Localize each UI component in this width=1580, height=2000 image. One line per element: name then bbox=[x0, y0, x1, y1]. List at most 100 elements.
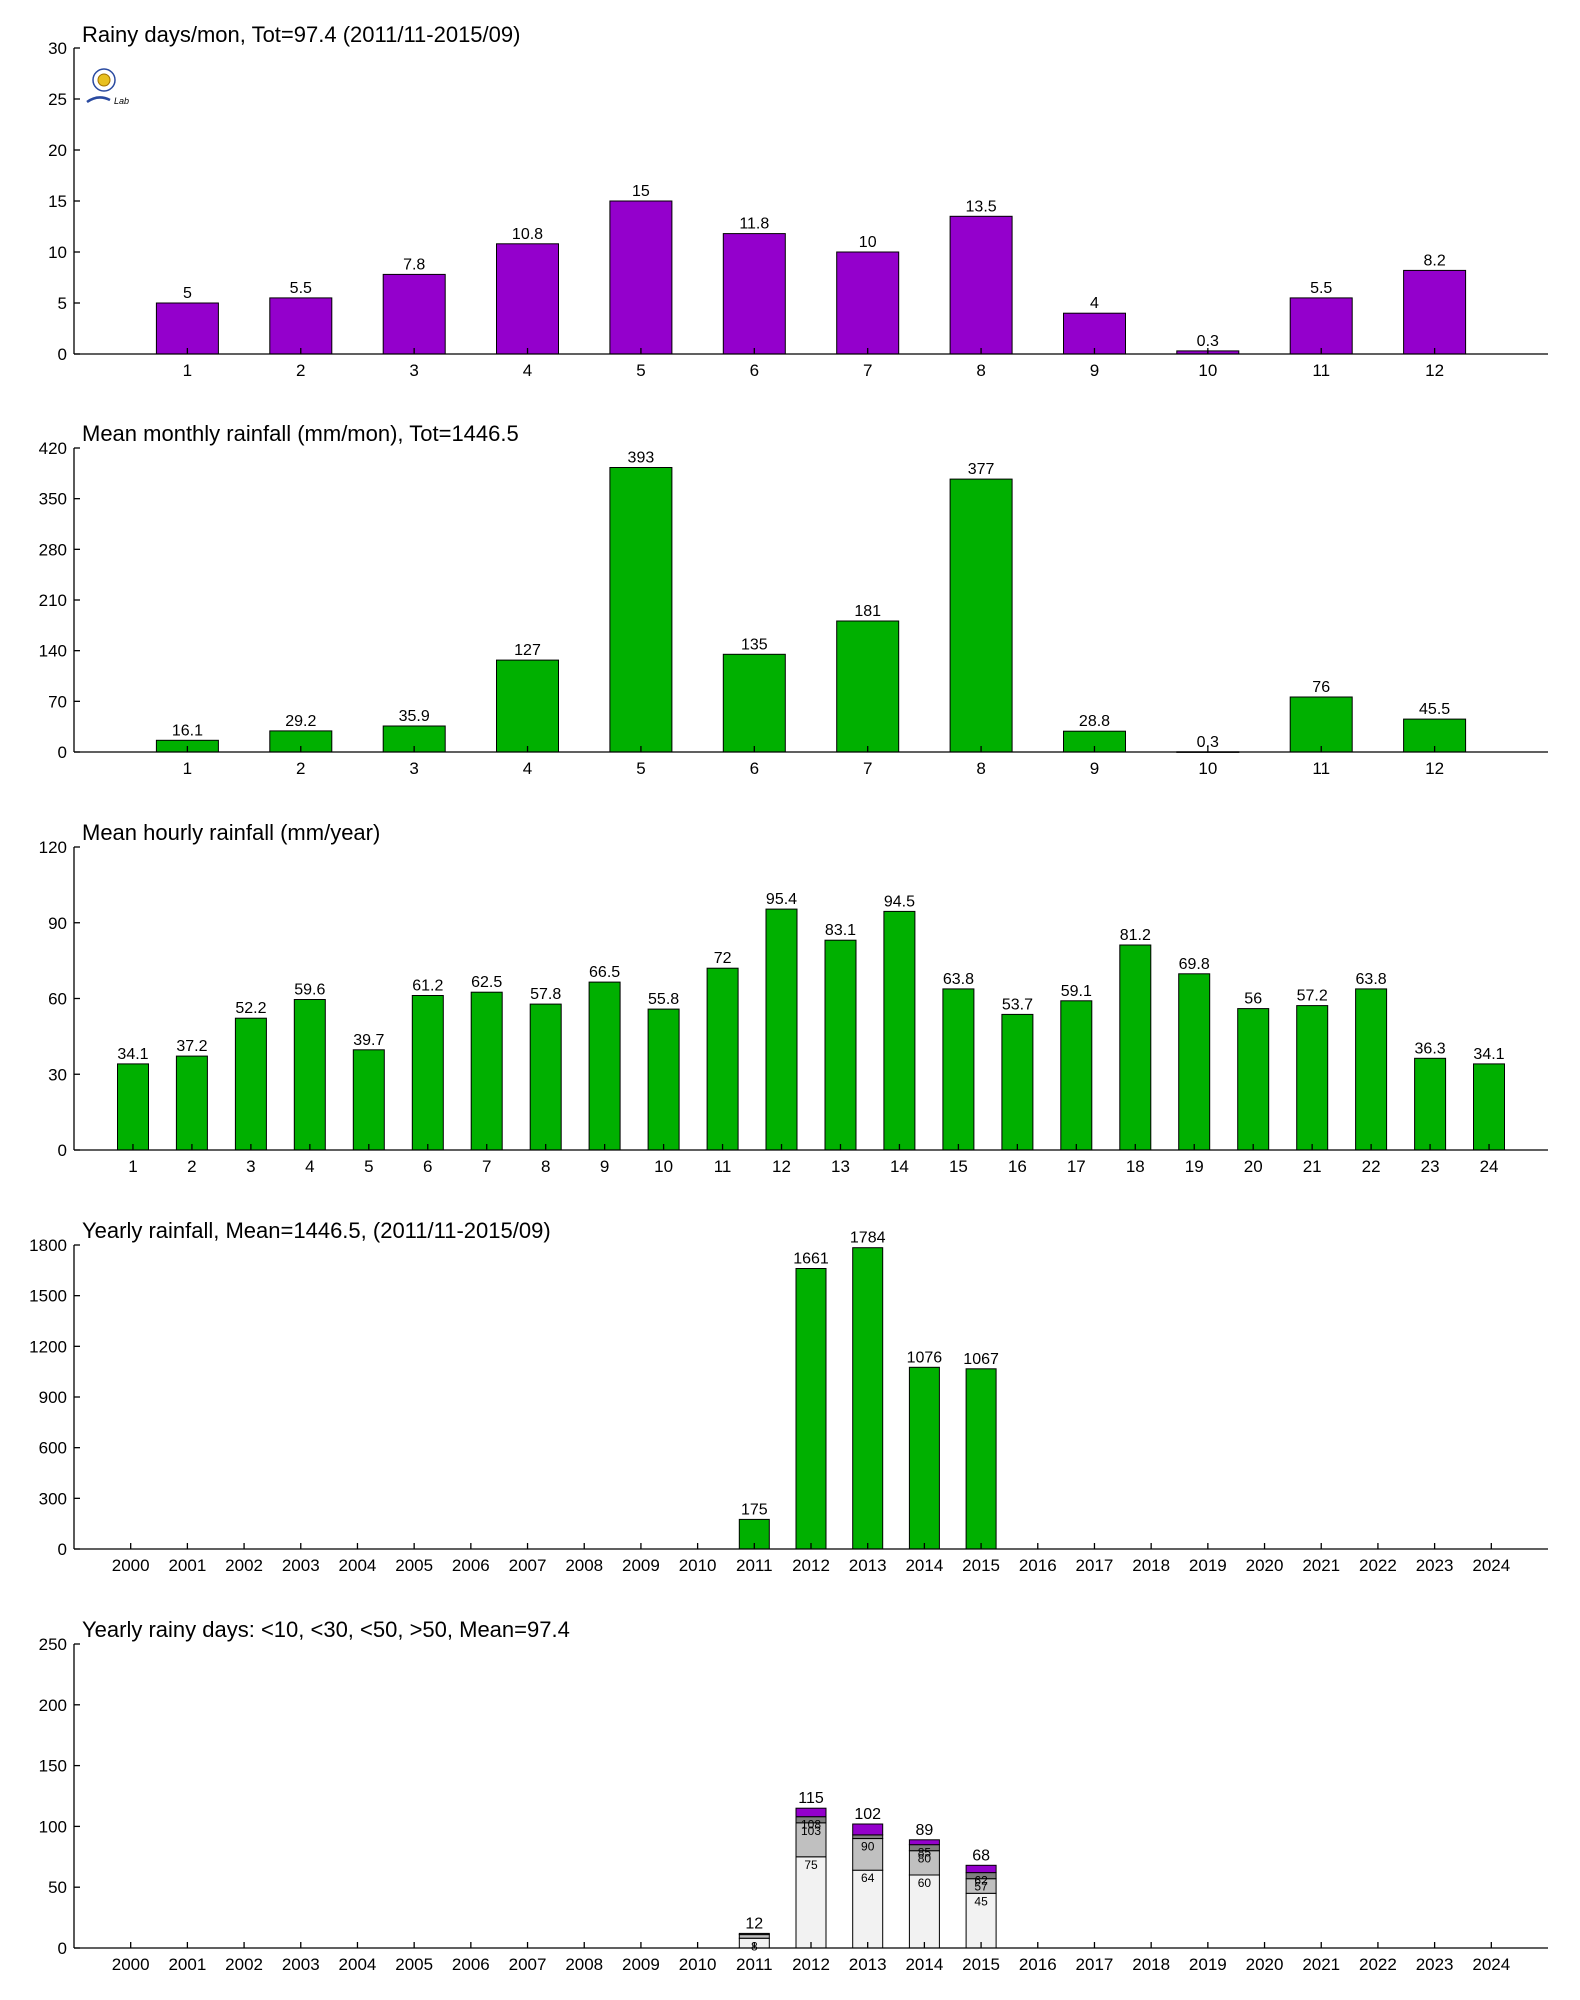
y-tick-label: 70 bbox=[48, 692, 67, 711]
x-tick-label: 7 bbox=[863, 361, 872, 380]
x-tick-label: 5 bbox=[636, 361, 645, 380]
y-tick-label: 120 bbox=[39, 838, 67, 857]
x-tick-label: 9 bbox=[1090, 361, 1099, 380]
x-tick-label: 19 bbox=[1185, 1157, 1204, 1176]
x-tick-label: 10 bbox=[654, 1157, 673, 1176]
x-tick-label: 2006 bbox=[452, 1955, 490, 1974]
bar-8 bbox=[529, 1003, 562, 1151]
data-label-9: 28.8 bbox=[1079, 713, 1110, 730]
bars: 34.1 37.2 52.2 59.6 39.7 61.2 62.5 57.8 66.5 55.8… bbox=[117, 891, 1505, 1151]
y-tick-label: 30 bbox=[48, 39, 67, 58]
x-tick-label: 17 bbox=[1067, 1157, 1086, 1176]
data-label-4: 10.8 bbox=[512, 226, 543, 243]
x-tick-label: 2021 bbox=[1302, 1556, 1340, 1575]
y-tick-label: 0 bbox=[58, 1141, 67, 1160]
x-tick-label: 2 bbox=[296, 759, 305, 778]
data-label-18: 81.2 bbox=[1120, 927, 1151, 944]
bar-2015-seg4 bbox=[965, 1864, 997, 1874]
bar-2015 bbox=[965, 1368, 997, 1550]
y-tick-label: 210 bbox=[39, 591, 67, 610]
data-label-2: 5.5 bbox=[290, 280, 312, 297]
x-tick-label: 9 bbox=[600, 1157, 609, 1176]
data-label-6: 11.8 bbox=[739, 216, 769, 233]
x-tick-label: 4 bbox=[305, 1157, 314, 1176]
x-tick-label: 9 bbox=[1090, 759, 1099, 778]
data-label-11: 72 bbox=[714, 950, 732, 967]
data-label-23: 36.3 bbox=[1415, 1040, 1446, 1057]
x-tick-label: 2020 bbox=[1246, 1955, 1284, 1974]
x-tick-label: 2012 bbox=[792, 1955, 830, 1974]
chart-panel-5: 8127510310811564901026080858945576268050… bbox=[39, 1617, 1548, 1974]
y-tick-label: 1500 bbox=[29, 1287, 67, 1306]
bar-11 bbox=[1289, 696, 1353, 753]
data-label-5: 39.7 bbox=[353, 1032, 384, 1049]
y-tick-label: 350 bbox=[39, 490, 67, 509]
x-tick-label: 2023 bbox=[1416, 1556, 1454, 1575]
data-label-3: 35.9 bbox=[399, 708, 430, 725]
segment-label-2015-3: 62 bbox=[974, 1874, 988, 1888]
segment-label-2012-2: 103 bbox=[801, 1824, 821, 1838]
lab-logo: Lab bbox=[86, 68, 129, 106]
bar-18 bbox=[1119, 944, 1152, 1151]
total-label-2014: 89 bbox=[916, 1822, 934, 1839]
data-label-2: 37.2 bbox=[176, 1038, 207, 1055]
bar-2015-seg1 bbox=[965, 1892, 997, 1949]
x-tick-label: 3 bbox=[409, 361, 418, 380]
y-tick-label: 0 bbox=[58, 743, 67, 762]
x-tick-label: 12 bbox=[1425, 361, 1444, 380]
x-tick-label: 2020 bbox=[1246, 1556, 1284, 1575]
bar-10 bbox=[647, 1008, 680, 1151]
data-label-16: 53.7 bbox=[1002, 996, 1033, 1013]
x-tick-label: 2016 bbox=[1019, 1556, 1057, 1575]
bar-24 bbox=[1473, 1063, 1505, 1151]
bar-11 bbox=[1289, 297, 1353, 355]
total-label-2012: 115 bbox=[798, 1790, 824, 1807]
x-tick-label: 7 bbox=[482, 1157, 491, 1176]
bar-2012 bbox=[795, 1268, 827, 1550]
x-tick-label: 13 bbox=[831, 1157, 850, 1176]
data-label-14: 94.5 bbox=[884, 893, 915, 910]
x-tick-label: 1 bbox=[183, 361, 192, 380]
x-tick-label: 7 bbox=[863, 759, 872, 778]
bar-4 bbox=[496, 659, 559, 753]
y-tick-label: 300 bbox=[39, 1489, 67, 1508]
y-tick-label: 0 bbox=[58, 1939, 67, 1958]
data-label-15: 63.8 bbox=[943, 971, 974, 988]
bar-1 bbox=[117, 1063, 149, 1151]
data-label-1: 16.1 bbox=[172, 722, 203, 739]
chart-title: Mean hourly rainfall (mm/year) bbox=[82, 820, 380, 845]
chart-panel-1: 5 5.57.810.81511.81013.540.35.58.20510152… bbox=[48, 22, 1548, 380]
logo-text: Lab bbox=[114, 96, 129, 106]
data-label-2012: 1661 bbox=[793, 1251, 829, 1268]
y-tick-label: 0 bbox=[58, 345, 67, 364]
data-label-22: 63.8 bbox=[1356, 971, 1387, 988]
x-tick-label: 2018 bbox=[1132, 1556, 1170, 1575]
y-tick-label: 420 bbox=[39, 439, 67, 458]
x-tick-label: 2010 bbox=[679, 1556, 717, 1575]
x-tick-label: 2006 bbox=[452, 1556, 490, 1575]
x-tick-label: 2024 bbox=[1472, 1955, 1510, 1974]
x-tick-label: 6 bbox=[423, 1157, 432, 1176]
x-tick-label: 2008 bbox=[565, 1556, 603, 1575]
data-label-5: 393 bbox=[628, 450, 655, 467]
bar-2013-seg1 bbox=[852, 1869, 884, 1949]
bar-3 bbox=[234, 1017, 267, 1151]
data-label-6: 135 bbox=[741, 636, 768, 653]
bar-2013-seg2 bbox=[852, 1838, 884, 1871]
x-tick-label: 2024 bbox=[1472, 1556, 1510, 1575]
y-tick-label: 10 bbox=[48, 243, 67, 262]
logo-swoosh-icon bbox=[86, 96, 111, 104]
x-tick-label: 2013 bbox=[849, 1556, 887, 1575]
x-tick-label: 20 bbox=[1244, 1157, 1263, 1176]
bar-2011-seg2 bbox=[738, 1934, 770, 1939]
x-tick-label: 2011 bbox=[736, 1556, 773, 1575]
data-label-8: 57.8 bbox=[530, 986, 561, 1003]
bar-12 bbox=[1403, 269, 1467, 355]
x-tick-label: 5 bbox=[636, 759, 645, 778]
data-label-10: 55.8 bbox=[648, 991, 679, 1008]
data-label-6: 61.2 bbox=[412, 978, 443, 995]
x-tick-label: 6 bbox=[750, 759, 759, 778]
bar-2 bbox=[175, 1055, 208, 1151]
x-tick-label: 18 bbox=[1126, 1157, 1145, 1176]
